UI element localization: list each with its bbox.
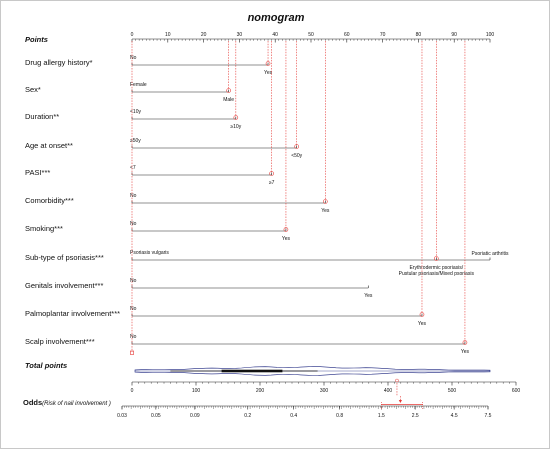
points-axis-tick-label: 100 (486, 32, 495, 38)
variable-level-label: No (130, 55, 137, 61)
variable-level-label: No (130, 306, 137, 312)
selected-score-marker (323, 199, 328, 204)
variable-label: Drug allergy history* (25, 58, 93, 67)
total-points-label: Total points (25, 361, 67, 370)
variable-level-label: ≥7 (269, 180, 275, 186)
variable-label: Sub-type of psoriasis*** (25, 253, 104, 262)
variable-rows: Drug allergy history* No Yes Sex* Female Male… (25, 41, 509, 355)
total-points-tick-label: 100 (192, 388, 201, 394)
selected-score-marker (419, 312, 425, 317)
points-axis-tick-label: 70 (380, 32, 386, 38)
points-axis-tick-label: 0 (131, 32, 134, 38)
total-points-tick-label: 500 (448, 388, 457, 394)
points-axis-tick-label: 10 (165, 32, 171, 38)
selected-score-marker (433, 256, 439, 261)
odds-axis-tick-label: 0.05 (151, 413, 161, 419)
variable-level-label: ≥10y (230, 124, 241, 130)
variable-level-label: ≥50y (130, 138, 141, 144)
variable-label: Scalp involvement*** (25, 337, 95, 346)
variable-level-label: <50y (291, 153, 302, 159)
odds-axis-tick-label: 0.09 (190, 413, 200, 419)
variable-level-label: Pustular psoriasis/Mixed psoriasis (399, 271, 475, 277)
bottom-axes: Total points 0 100 200 300 400 500 600 Odds(Risk… (23, 361, 520, 419)
variable-level-label: Yes (282, 236, 291, 242)
axes-layer: Points 0 10 20 30 40 50 60 70 80 90 100 (25, 32, 494, 44)
total-points-tick-label: 400 (384, 388, 393, 394)
odds-label-main: Odds (23, 398, 42, 407)
variable-level-label: No (130, 193, 137, 199)
variable-label: Palmoplantar involvement*** (25, 309, 120, 318)
odds-axis-tick-label: 1.5 (378, 413, 385, 419)
selected-score-marker (269, 171, 274, 176)
points-axis-label: Points (25, 35, 48, 44)
variable-level-label: Yes (461, 349, 470, 355)
variable-label: Sex* (25, 85, 41, 94)
odds-axis-tick-label: 2.5 (412, 413, 419, 419)
points-axis-tick-label: 40 (272, 32, 278, 38)
total-points-box (221, 369, 283, 373)
odds-axis-tick-label: 0.03 (117, 413, 127, 419)
total-points-tick-label: 600 (512, 388, 521, 394)
variable-label: Comorbidity*** (25, 196, 74, 205)
variable-level-label: No (130, 221, 137, 227)
odds-label-sub: (Risk of nail involvement ) (42, 401, 111, 407)
total-points-tick-label: 200 (256, 388, 265, 394)
variable-level-label: Yes (264, 70, 273, 76)
variable-label: Genitals involvement*** (25, 281, 103, 290)
selected-score-marker (265, 61, 271, 66)
points-axis-tick-label: 60 (344, 32, 350, 38)
selected-score-marker (226, 88, 231, 93)
variable-level-label: Yes (364, 293, 373, 299)
odds-axis-tick-label: 0.2 (244, 413, 251, 419)
variable-label: PASI*** (25, 168, 50, 177)
selected-score-marker (294, 144, 299, 149)
selected-total-marker (395, 378, 399, 383)
variable-level-label: No (130, 278, 137, 284)
variable-label: Duration** (25, 112, 59, 121)
variable-level-label: <10y (130, 109, 141, 115)
odds-axis-tick-label: 7.5 (485, 413, 492, 419)
chart-title: nomogram (248, 12, 305, 24)
total-points-tick-label: 300 (320, 388, 329, 394)
selected-score-marker (233, 115, 239, 120)
variable-level-label: Psoriatic arthritis (472, 251, 509, 257)
variable-label: Age at onset** (25, 141, 73, 150)
points-axis-tick-label: 20 (201, 32, 207, 38)
selected-odds-arrow (398, 400, 402, 403)
points-axis-tick-label: 30 (237, 32, 243, 38)
variable-level-label: Female (130, 82, 147, 88)
variable-level-label: Male (223, 97, 234, 103)
zero-score-marker (130, 350, 135, 355)
variable-level-label: <7 (130, 165, 136, 171)
variable-level-label: Yes (418, 321, 427, 327)
selected-score-marker (283, 227, 289, 232)
odds-axis-tick-label: 0.4 (290, 413, 297, 419)
variable-level-label: Yes (321, 208, 330, 214)
variable-level-label: Psoriasis vulgaris (130, 250, 169, 256)
variable-level-label: Erythrodermic psoriasis/ (409, 265, 463, 271)
odds-axis-tick-label: 4.5 (451, 413, 458, 419)
points-axis-tick-label: 80 (416, 32, 422, 38)
total-points-density (134, 366, 491, 376)
selected-score-marker (462, 340, 468, 345)
points-axis-tick-label: 50 (308, 32, 314, 38)
odds-axis-label: Odds(Risk of nail involvement ) (23, 398, 111, 407)
odds-axis-tick-label: 0.8 (336, 413, 343, 419)
variable-level-label: No (130, 334, 137, 340)
variable-label: Smoking*** (25, 224, 63, 233)
total-points-tick-label: 0 (131, 388, 134, 394)
points-axis-tick-label: 90 (451, 32, 457, 38)
